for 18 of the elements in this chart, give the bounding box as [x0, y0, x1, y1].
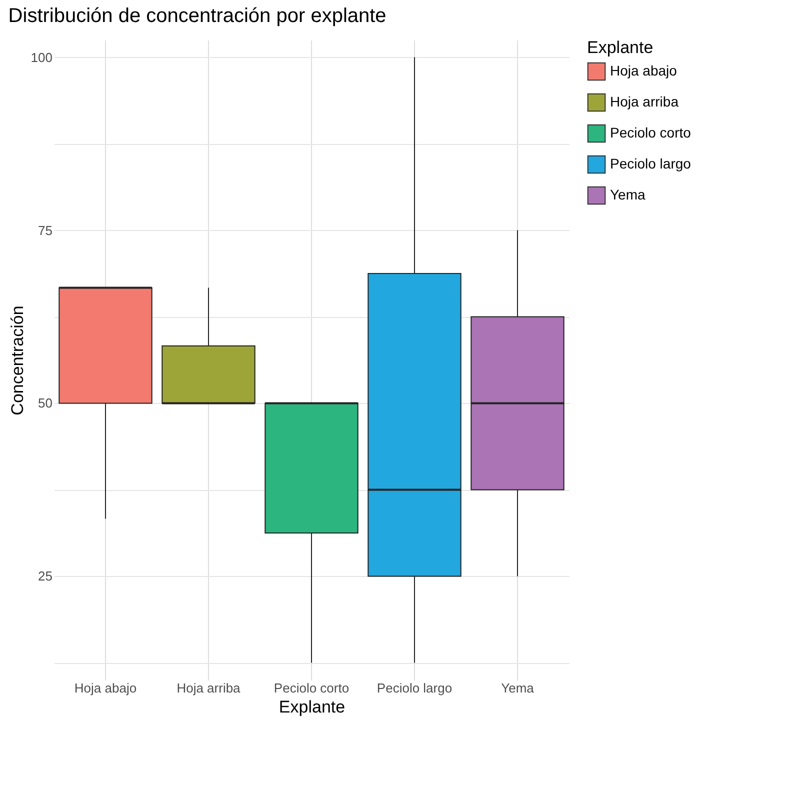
- x-tick-label: Hoja abajo: [74, 680, 137, 696]
- legend-title: Explante: [587, 38, 654, 57]
- x-tick-label: Peciolo corto: [274, 680, 350, 696]
- chart-title: Distribución de concentración por explante: [8, 5, 386, 27]
- y-tick-label: 100: [30, 50, 52, 65]
- y-tick-label: 25: [38, 568, 52, 584]
- legend-label: Peciolo largo: [610, 156, 692, 172]
- y-tick-label: 50: [38, 396, 52, 411]
- legend-label: Peciolo corto: [610, 124, 692, 140]
- y-axis-title: Concentración: [8, 306, 27, 416]
- x-axis-title: Explante: [278, 698, 346, 716]
- y-tick-label: 75: [38, 222, 52, 238]
- x-tick-label: Peciolo largo: [376, 680, 452, 696]
- legend-label: Yema: [610, 186, 646, 202]
- legend-label: Hoja abajo: [610, 62, 678, 78]
- legend-label: Hoja arriba: [610, 94, 679, 110]
- x-tick-label: Yema: [501, 680, 535, 696]
- x-tick-label: Hoja arriba: [176, 680, 242, 696]
